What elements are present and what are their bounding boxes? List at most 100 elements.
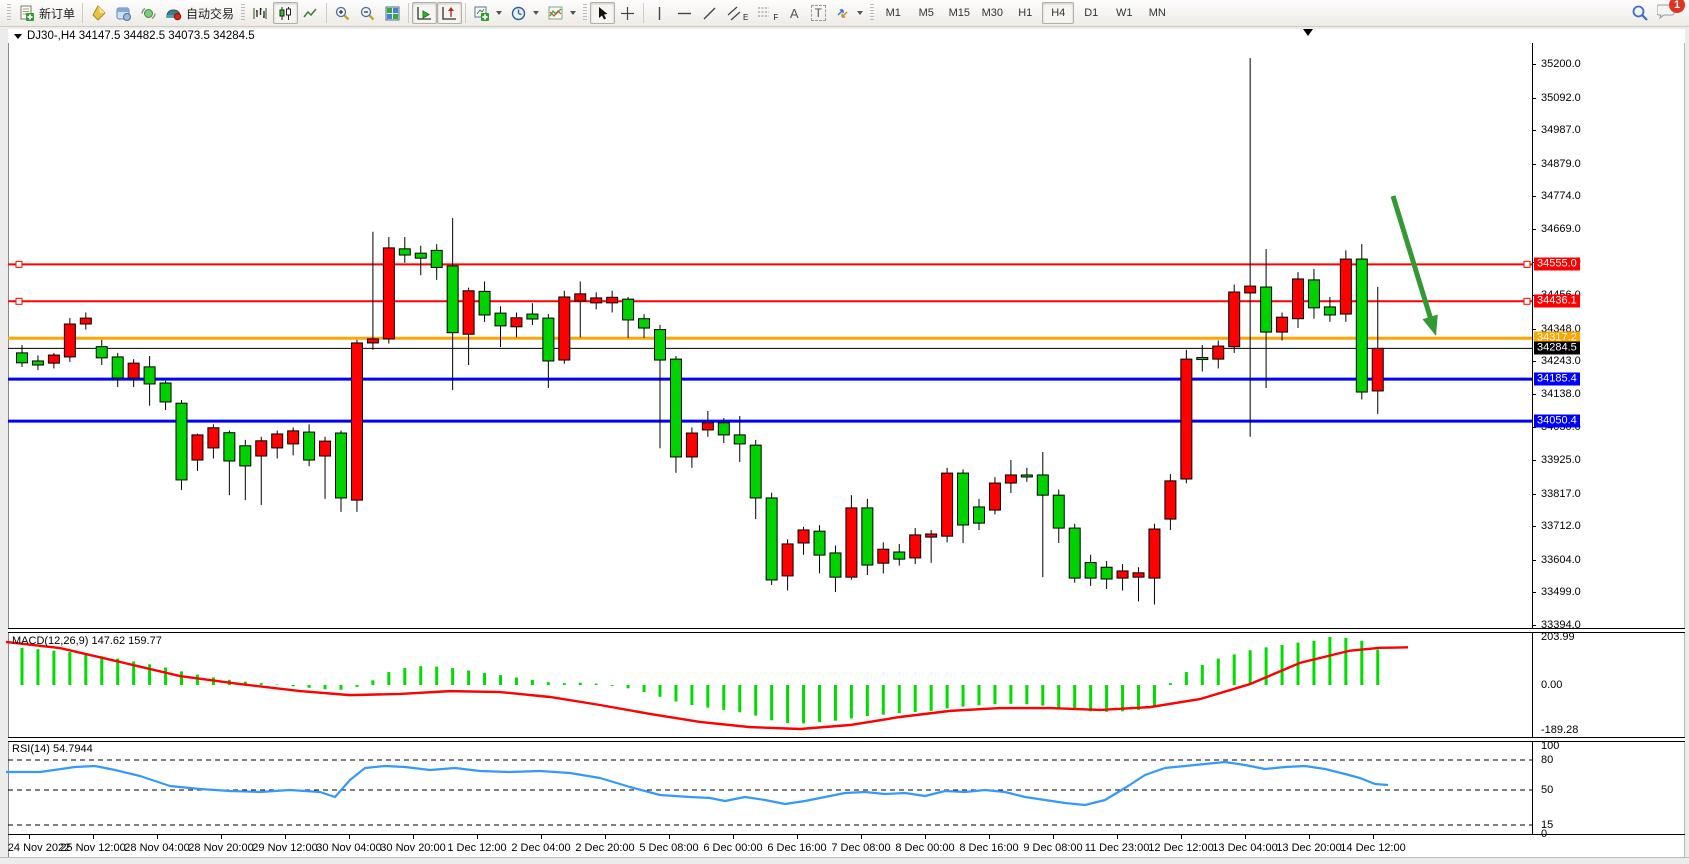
tile-windows-button[interactable] bbox=[380, 2, 405, 24]
chart-title-bar[interactable]: DJ30-,H4 34147.5 34482.5 34073.5 34284.5 bbox=[8, 29, 1685, 43]
candle-bear bbox=[414, 252, 427, 259]
zoom-in-icon bbox=[335, 6, 350, 20]
candle-bull bbox=[877, 548, 890, 564]
timeframe-button-h4[interactable]: H4 bbox=[1042, 2, 1075, 24]
text-button[interactable]: A bbox=[782, 2, 806, 24]
price-tick-mark bbox=[1532, 460, 1536, 462]
equidistant-channel-button[interactable]: E bbox=[722, 2, 752, 24]
periods-dropdown[interactable] bbox=[506, 2, 543, 24]
candle-bear bbox=[526, 313, 539, 320]
candle-bear bbox=[542, 317, 555, 362]
candle-bull bbox=[319, 440, 332, 457]
window-left-edge bbox=[0, 43, 9, 864]
line-chart-button[interactable] bbox=[298, 2, 323, 24]
date-axis-separator bbox=[8, 834, 1685, 835]
candle-bull bbox=[574, 293, 587, 302]
price-line-badge: 34284.5 bbox=[1534, 341, 1580, 355]
price-tick-mark bbox=[1532, 559, 1536, 561]
new-order-button[interactable]: 新订单 bbox=[14, 2, 79, 24]
candle-bear bbox=[813, 530, 826, 556]
candle-bull bbox=[1148, 528, 1161, 579]
text-label-button[interactable]: T bbox=[806, 2, 830, 24]
timeframe-button-m15[interactable]: M15 bbox=[948, 7, 970, 19]
timeframe-button-m1[interactable]: M1 bbox=[885, 7, 901, 19]
timeframe-button-mn[interactable]: MN bbox=[1148, 7, 1166, 19]
rsi-line bbox=[6, 760, 1389, 807]
date-tick-label: 8 Dec 16:00 bbox=[959, 842, 1019, 854]
candlestick-chart-button[interactable] bbox=[273, 2, 299, 24]
toolbar-grip[interactable] bbox=[583, 4, 588, 22]
vertical-line-button[interactable] bbox=[647, 2, 672, 24]
search-icon[interactable] bbox=[1631, 4, 1649, 22]
price-axis-border bbox=[1532, 43, 1533, 834]
date-tick-label: 25 Nov 12:00 bbox=[60, 842, 126, 854]
chart-shift-button[interactable] bbox=[437, 2, 463, 24]
notifications-button[interactable]: 1 bbox=[1656, 0, 1685, 24]
candle-bull bbox=[1004, 474, 1017, 484]
date-tick-label: 29 Nov 12:00 bbox=[252, 842, 318, 854]
date-tick-mark bbox=[157, 835, 158, 839]
candle-bear bbox=[1052, 494, 1065, 529]
timeframe-button-w1[interactable]: W1 bbox=[1116, 7, 1133, 19]
candle-bear bbox=[893, 551, 906, 560]
navigator-icon bbox=[141, 7, 156, 19]
date-tick-mark bbox=[221, 835, 222, 839]
trendline-button[interactable] bbox=[697, 2, 722, 24]
candle-bear bbox=[1196, 357, 1209, 361]
fibonacci-button[interactable]: F bbox=[752, 2, 782, 24]
candle-bull bbox=[988, 482, 1001, 511]
date-tick-label: 8 Dec 00:00 bbox=[895, 842, 955, 854]
rsi-axis-label: 50 bbox=[1541, 784, 1554, 796]
candle-bear bbox=[622, 298, 635, 321]
auto-trading-button[interactable]: 自动交易 bbox=[161, 2, 238, 24]
crosshair-button[interactable] bbox=[615, 2, 640, 24]
line-handle[interactable] bbox=[15, 297, 23, 305]
line-handle[interactable] bbox=[15, 260, 23, 268]
timeframe-button-m30[interactable]: M30 bbox=[981, 7, 1003, 19]
toolbar-separator bbox=[465, 3, 467, 23]
line-handle[interactable] bbox=[1523, 260, 1531, 268]
indicators-dropdown[interactable] bbox=[543, 2, 580, 24]
candle-bull bbox=[255, 440, 268, 457]
chart-shift-icon bbox=[442, 6, 457, 20]
candle-bull bbox=[366, 338, 379, 344]
window-bottom-edge bbox=[0, 857, 1689, 864]
line-handle[interactable] bbox=[1523, 297, 1531, 305]
panel-splitter[interactable] bbox=[8, 628, 1685, 633]
vertical-line-icon bbox=[658, 6, 661, 20]
candle-bear bbox=[749, 444, 762, 499]
candle-bear bbox=[717, 422, 730, 436]
window-menu-icon[interactable] bbox=[14, 33, 22, 39]
annotation-arrow-shaft[interactable] bbox=[1390, 195, 1434, 322]
annotation-arrow-head[interactable] bbox=[1422, 314, 1438, 336]
zoom-in-button[interactable] bbox=[330, 2, 355, 24]
date-tick-mark bbox=[989, 835, 990, 839]
navigator-button[interactable] bbox=[136, 2, 161, 24]
date-tick-label: 1 Dec 12:00 bbox=[447, 842, 507, 854]
candle-bear bbox=[111, 356, 124, 379]
horizontal-line-button[interactable] bbox=[672, 2, 697, 24]
timeframe-button-d1[interactable]: D1 bbox=[1084, 7, 1099, 19]
candle-bear bbox=[957, 472, 970, 526]
trendline-icon bbox=[703, 7, 716, 19]
auto-scroll-button[interactable] bbox=[412, 2, 438, 24]
data-window-button[interactable] bbox=[111, 2, 136, 24]
cursor-button[interactable] bbox=[590, 2, 616, 24]
toolbar-grip[interactable] bbox=[241, 4, 246, 22]
timeframe-button-h1[interactable]: H1 bbox=[1018, 7, 1033, 19]
timeframe-button-m5[interactable]: M5 bbox=[918, 7, 934, 19]
market-watch-button[interactable] bbox=[86, 2, 111, 24]
zoom-out-button[interactable] bbox=[355, 2, 380, 24]
arrows-dropdown[interactable] bbox=[830, 2, 867, 24]
toolbar-separator bbox=[326, 3, 328, 23]
toolbar-grip[interactable] bbox=[870, 4, 875, 22]
candle-bull bbox=[685, 432, 698, 458]
bar-chart-button[interactable] bbox=[248, 2, 273, 24]
candle-bear bbox=[1307, 279, 1320, 309]
panel-splitter[interactable] bbox=[8, 737, 1685, 742]
candle-bear bbox=[1260, 286, 1273, 333]
toolbar-grip[interactable] bbox=[7, 4, 11, 22]
new-chart-dropdown[interactable] bbox=[469, 2, 506, 24]
label-tool-glyph: T bbox=[810, 5, 826, 21]
candle-bear bbox=[973, 506, 985, 524]
